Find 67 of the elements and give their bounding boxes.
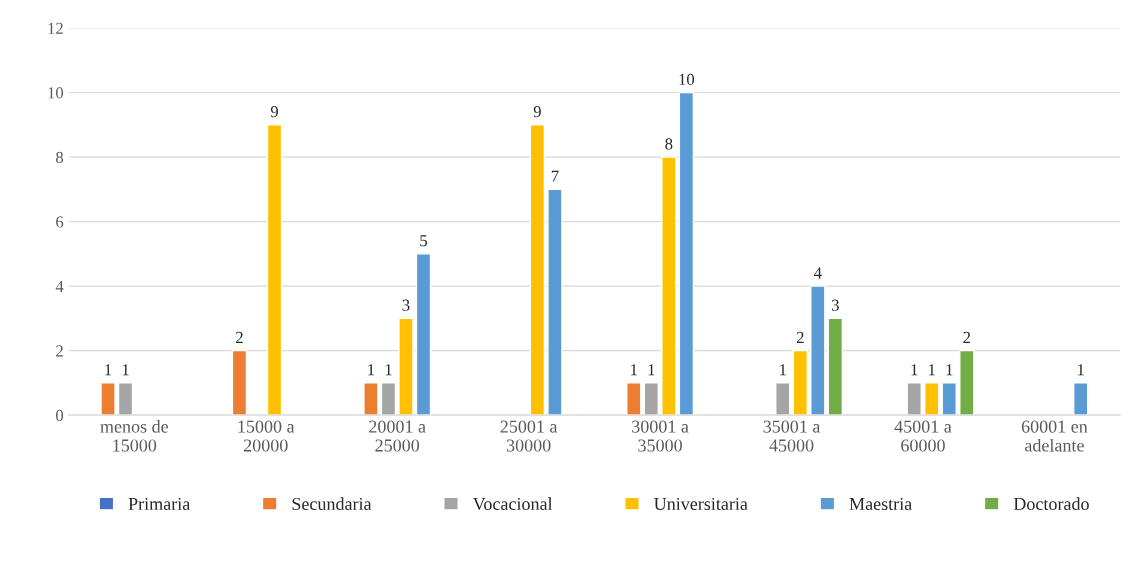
bar <box>827 317 844 416</box>
y-tick-label: 2 <box>56 345 63 357</box>
data-label: 1 <box>929 364 935 376</box>
data-label: 2 <box>963 331 971 343</box>
bar <box>643 382 660 416</box>
data-label: 1 <box>122 364 129 376</box>
bar <box>117 382 134 416</box>
data-label: 2 <box>796 331 804 343</box>
data-label: 3 <box>831 299 839 311</box>
data-label: 9 <box>533 106 541 118</box>
y-tick-label: 4 <box>55 280 64 292</box>
legend-label: Secundaria <box>292 497 372 511</box>
data-label: 5 <box>420 235 427 247</box>
legend-label: Maestria <box>849 497 912 511</box>
data-label: 1 <box>911 364 918 376</box>
data-label: 9 <box>270 106 278 118</box>
bar <box>415 253 432 416</box>
bar <box>792 349 808 416</box>
bar <box>363 382 379 416</box>
bar <box>547 188 563 416</box>
bar <box>906 382 922 416</box>
y-tick-label: 6 <box>56 216 64 228</box>
x-tick-label: 15000 a 20000 <box>238 420 295 452</box>
data-label: 1 <box>368 364 375 376</box>
bar <box>626 382 642 416</box>
x-tick-label: 60001 en adelante <box>1021 420 1088 452</box>
bar <box>100 382 116 416</box>
legend-label: Universitaria <box>654 497 748 511</box>
bar <box>231 349 248 416</box>
bar <box>941 382 957 416</box>
data-label: 1 <box>946 364 953 376</box>
bar <box>775 382 791 416</box>
bar <box>678 91 695 416</box>
y-tick-label: 0 <box>56 409 64 422</box>
x-tick-label: 45001 a 60000 <box>894 420 952 452</box>
data-label: 1 <box>1078 364 1084 376</box>
x-tick-label: 35001 a 45000 <box>763 420 821 452</box>
data-label: 2 <box>236 331 243 343</box>
bar <box>661 156 677 416</box>
y-tick-label: 8 <box>56 151 64 164</box>
data-label: 1 <box>648 364 655 376</box>
bar <box>266 124 283 416</box>
data-label: 1 <box>105 364 112 376</box>
bar <box>959 349 975 416</box>
bar <box>924 382 940 416</box>
y-tick-label: 12 <box>48 22 63 34</box>
bar <box>810 285 826 416</box>
legend-label: Primaria <box>128 497 190 511</box>
x-tick-label: 30001 a 35000 <box>632 420 689 452</box>
bar <box>380 382 397 416</box>
data-label: 7 <box>551 170 559 182</box>
data-label: 3 <box>402 299 410 311</box>
data-label: 8 <box>665 138 673 150</box>
data-label: 10 <box>679 73 695 86</box>
x-tick-label: menos de 15000 <box>100 420 169 452</box>
bar <box>398 317 414 416</box>
x-tick-label: 20001 a 25000 <box>369 420 426 452</box>
data-label: 1 <box>631 364 637 376</box>
y-tick-label: 10 <box>48 87 64 99</box>
data-label: 4 <box>813 267 822 279</box>
x-tick-label: 25001 a 30000 <box>500 420 558 452</box>
data-label: 1 <box>780 364 786 376</box>
data-label: 1 <box>385 364 392 376</box>
bar <box>1073 382 1089 416</box>
bar <box>529 124 546 416</box>
legend-label: Doctorado <box>1013 497 1089 511</box>
legend-label: Vocacional <box>472 497 553 511</box>
